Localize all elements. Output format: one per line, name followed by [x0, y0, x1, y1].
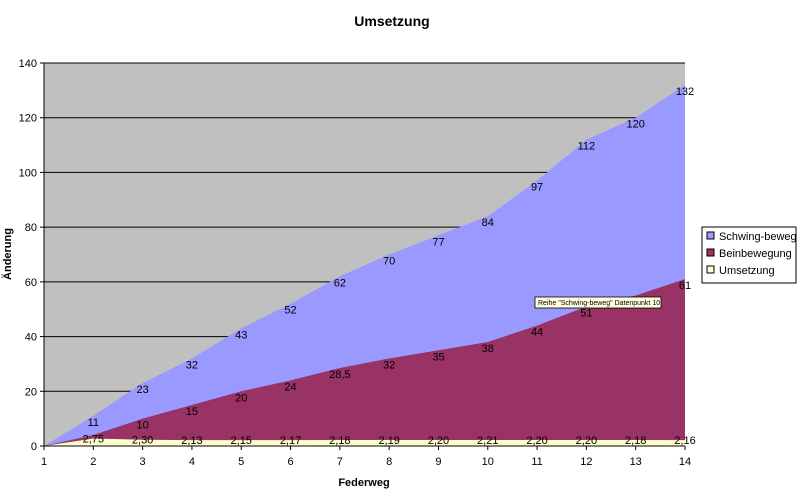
x-tick-label-3: 4	[189, 456, 195, 468]
data-label-s2-p3: 2,13	[181, 435, 202, 447]
data-label-s2-p4: 2,15	[231, 435, 252, 447]
y-tick-label-3: 60	[25, 277, 37, 289]
data-label-s2-p12: 2,18	[625, 435, 646, 447]
data-label-s1-p10: 44	[531, 327, 543, 339]
data-label-s2-p6: 2,18	[329, 435, 350, 447]
legend-swatch-0	[706, 231, 715, 240]
y-tick-label-0: 0	[31, 441, 37, 453]
data-label-s1-p5: 24	[284, 381, 296, 393]
y-tick-label-4: 80	[25, 222, 37, 234]
y-tick-label-7: 140	[19, 58, 37, 70]
data-label-s1-p3: 15	[186, 406, 198, 418]
data-label-s2-p10: 2,20	[526, 435, 547, 447]
data-point-tooltip: Reihe "Schwing-beweg" Datenpunkt 10	[534, 296, 662, 309]
y-tick-label-5: 100	[19, 167, 37, 179]
data-label-s1-p4: 20	[235, 392, 247, 404]
data-label-s1-p9: 38	[482, 343, 494, 355]
x-tick-label-9: 10	[482, 456, 494, 468]
area-beinbewegung	[44, 279, 685, 446]
data-label-s0-p12: 120	[627, 119, 645, 131]
data-label-s0-p6: 62	[334, 277, 346, 289]
x-tick-label-0: 1	[41, 456, 47, 468]
x-tick-label-4: 5	[238, 456, 244, 468]
y-tick-label-2: 40	[25, 332, 37, 344]
data-label-s0-p9: 84	[482, 217, 494, 229]
data-label-s2-p11: 2,20	[576, 435, 597, 447]
data-label-s0-p11: 112	[578, 141, 596, 153]
data-label-s1-p7: 32	[383, 359, 395, 371]
data-label-s0-p5: 52	[284, 305, 296, 317]
legend-swatch-2	[706, 265, 715, 274]
y-tick-label-1: 20	[25, 386, 37, 398]
y-tick-label-6: 120	[19, 113, 37, 125]
data-label-s0-p4: 43	[235, 329, 247, 341]
data-label-s1-p11: 51	[580, 307, 592, 319]
data-label-s2-p8: 2,20	[428, 435, 449, 447]
chart-title: Umsetzung	[354, 13, 429, 29]
x-tick-label-10: 11	[531, 456, 542, 468]
data-label-s2-p9: 2,21	[477, 435, 498, 447]
data-label-s2-p2: 2,30	[132, 435, 153, 447]
x-tick-label-13: 14	[679, 456, 691, 468]
y-axis-ticks: 0 20 40 60 80 100 120 140	[19, 58, 44, 453]
x-axis-ticks: 1 2 3 4 5 6 7 8 9 10 11 12 13 14	[41, 446, 691, 468]
data-label-s1-p8: 35	[432, 351, 444, 363]
legend-box	[701, 226, 797, 284]
x-tick-label-5: 6	[287, 456, 293, 468]
x-tick-label-2: 3	[140, 456, 146, 468]
area-umsetzung	[44, 438, 685, 446]
x-tick-label-7: 8	[386, 456, 392, 468]
data-label-s0-p2: 23	[136, 384, 148, 396]
area-series	[44, 84, 685, 446]
data-label-s2-p1: 2,75	[83, 433, 104, 445]
x-tick-label-1: 2	[90, 456, 96, 468]
x-tick-label-12: 13	[630, 456, 642, 468]
legend: Schwing-beweg Beinbewegung Umsetzung	[701, 226, 797, 284]
data-label-s1-p2: 10	[136, 420, 148, 432]
data-label-s0-p10: 97	[531, 182, 543, 194]
data-label-s2-p5: 2,17	[280, 435, 301, 447]
data-label-s0-p1: 11	[88, 417, 99, 429]
y-axis-title: Änderung	[1, 228, 14, 280]
data-label-s0-p3: 32	[186, 359, 198, 371]
x-tick-label-6: 7	[337, 456, 343, 468]
x-tick-label-11: 12	[580, 456, 592, 468]
tooltip-text: Reihe "Schwing-beweg" Datenpunkt 10	[538, 300, 660, 307]
data-label-s2-p7: 2,19	[378, 435, 399, 447]
tooltip-box	[534, 296, 662, 309]
legend-label-0: Schwing-beweg	[719, 231, 797, 243]
legend-label-1: Beinbewegung	[719, 248, 792, 260]
legend-swatch-1	[706, 248, 715, 257]
data-label-s2-p13: 2,16	[674, 435, 695, 447]
legend-label-2: Umsetzung	[719, 265, 775, 277]
data-label-s1-p13: 61	[679, 280, 691, 292]
data-label-s1-p6: 28,5	[329, 369, 350, 381]
data-label-s0-p8: 77	[432, 236, 444, 248]
x-tick-label-8: 9	[435, 456, 441, 468]
x-axis-title: Federweg	[338, 477, 389, 489]
data-label-s0-p13: 132	[676, 86, 694, 98]
data-label-s0-p7: 70	[383, 256, 395, 268]
